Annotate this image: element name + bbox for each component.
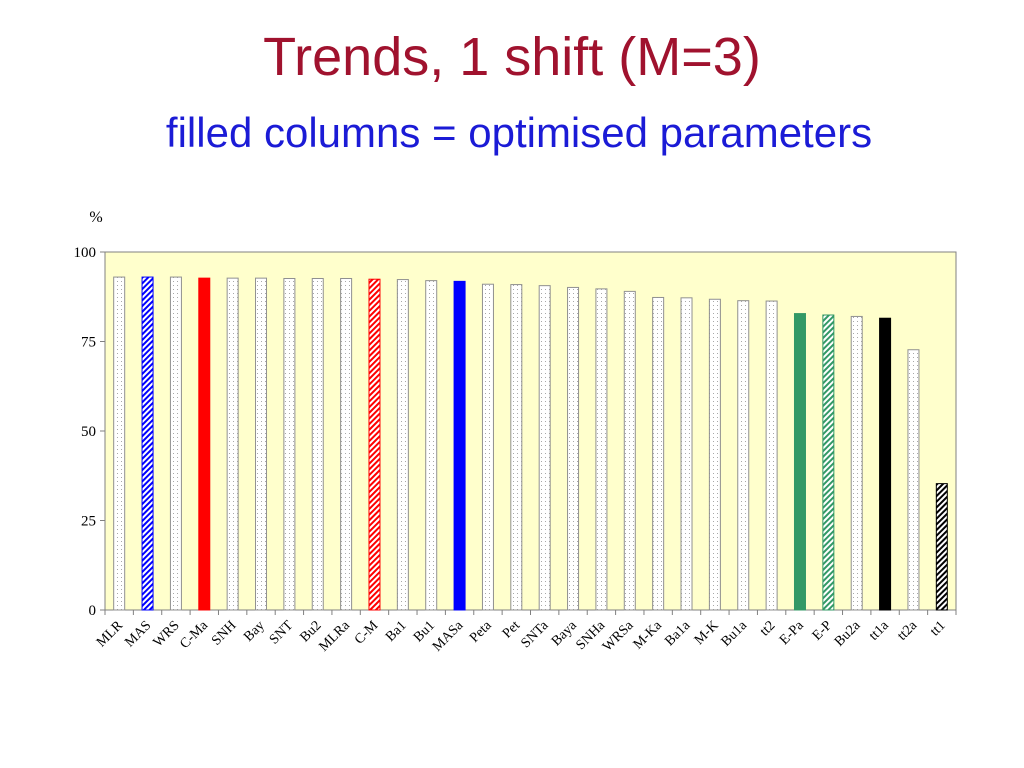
x-tick-label: Ba1a [662, 618, 694, 650]
y-tick-label: 75 [81, 335, 96, 351]
x-tick-label: C-Ma [177, 618, 211, 652]
bar-baya [567, 286, 580, 611]
bar-e-pa [793, 313, 806, 611]
x-tick-label: tt2 [757, 618, 778, 639]
y-tick-label: 100 [74, 245, 97, 261]
bar-mlra [340, 277, 353, 611]
x-tick-label: Bay [241, 618, 268, 645]
x-tick-label: SNT [267, 618, 297, 648]
bar-pet [510, 284, 523, 611]
bar-m-k [708, 298, 721, 611]
bar-masa [453, 280, 466, 611]
x-tick-label: tt2a [895, 618, 921, 644]
x-tick-label: SNH [209, 618, 239, 648]
bar-snh [226, 277, 239, 611]
bar-c-m [368, 278, 381, 611]
bar-e-p [822, 314, 835, 611]
chart-title: Trends, 1 shift (M=3) [263, 27, 761, 87]
bar-ba1 [396, 279, 409, 611]
plot-area [104, 251, 957, 611]
y-axis-unit: % [89, 209, 102, 226]
bar-wrs [169, 276, 182, 611]
bar-ba1a [680, 297, 693, 611]
bar-bay [255, 277, 268, 611]
x-tick-label: Bu2a [832, 618, 864, 650]
bar-mas [141, 276, 154, 611]
bar-tt2a [907, 349, 920, 611]
x-tick-label: C-M [352, 618, 382, 648]
bar-mlr [113, 276, 126, 611]
x-tick-label: MAS [122, 618, 154, 650]
bars [113, 276, 948, 611]
bar-snta [538, 285, 551, 611]
axes: 0 25 50 75 100 [74, 245, 957, 619]
x-tick-label: WRSa [600, 618, 637, 655]
chart-subtitle: filled columns = optimised parameters [165, 109, 873, 156]
x-tick-label: WRS [151, 618, 183, 650]
bar-tt1 [935, 483, 948, 611]
bar-tt1a [879, 317, 892, 611]
bar-bu1 [425, 280, 438, 611]
x-tick-label: MLR [94, 618, 127, 651]
y-tick-label: 0 [89, 603, 97, 619]
bar-peta [481, 283, 494, 611]
bar-c-ma [198, 277, 211, 611]
x-tick-label: M-K [692, 618, 722, 648]
bar-bu1a [737, 300, 750, 611]
x-tick-label: Bu1a [719, 618, 751, 650]
bar-m-ka [652, 296, 665, 611]
x-tick-label: M-Ka [631, 618, 666, 653]
bar-wrsa [623, 290, 636, 611]
x-tick-label: tt1a [866, 618, 892, 644]
bar-tt2 [765, 300, 778, 611]
x-tick-label: MASa [430, 618, 467, 655]
x-tick-label: Peta [467, 618, 495, 646]
y-tick-label: 25 [81, 514, 96, 530]
x-tick-label: Ba1 [383, 618, 410, 645]
x-tick-label: Pet [500, 618, 523, 641]
bar-bu2a [850, 315, 863, 611]
bar-bu2 [311, 277, 324, 611]
bar-snt [283, 277, 296, 611]
x-tick-label: MLRa [316, 618, 353, 655]
bar-snha [595, 288, 608, 611]
x-tick-label: E-Pa [777, 618, 807, 648]
x-tick-label: tt1 [928, 618, 949, 639]
y-tick-label: 50 [81, 424, 96, 440]
x-tick-label: SNTa [518, 618, 552, 652]
